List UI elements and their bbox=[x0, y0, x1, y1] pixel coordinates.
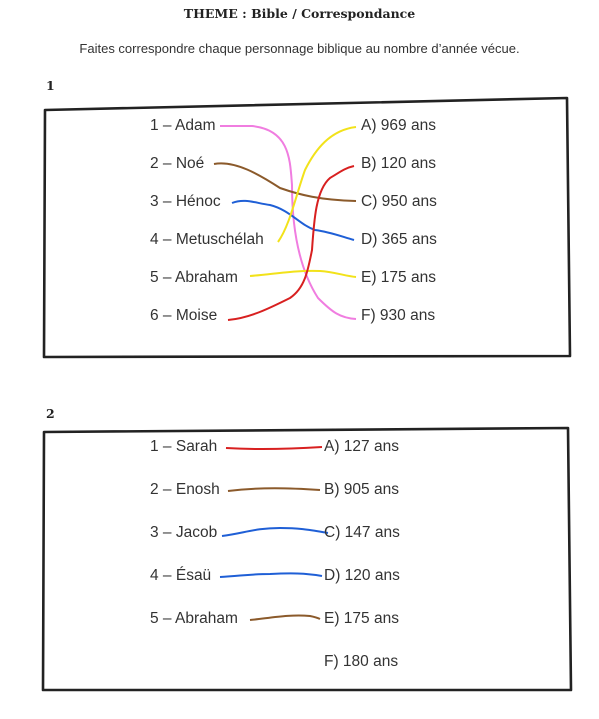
match-line-metuschelah-a bbox=[277, 126, 357, 243]
section-1-frame bbox=[42, 96, 572, 359]
instruction-text: Faites correspondre chaque personnage bi… bbox=[79, 41, 520, 56]
s2-right-item-c: C) 147 ans bbox=[324, 524, 400, 541]
section-2-number: 2 bbox=[46, 406, 55, 421]
s1-left-item-2: 2 – Noé bbox=[150, 155, 205, 172]
match-line-moise-b bbox=[227, 165, 355, 321]
s2-right-item-b: B) 905 ans bbox=[324, 481, 399, 498]
s1-left-item-3: 3 – Hénoc bbox=[150, 193, 221, 210]
match-line-abraham-e-2 bbox=[249, 614, 321, 621]
s2-right-item-e: E) 175 ans bbox=[324, 610, 399, 627]
match-line-sarah-a bbox=[225, 446, 323, 451]
match-line-esau-d bbox=[219, 572, 323, 578]
s1-right-item-e: E) 175 ans bbox=[361, 269, 436, 286]
s2-left-item-5: 5 – Abraham bbox=[150, 610, 238, 627]
match-line-abraham-e bbox=[249, 269, 357, 278]
match-line-henoc-d bbox=[231, 199, 355, 241]
match-line-noe-c bbox=[213, 162, 357, 202]
s2-left-item-3: 3 – Jacob bbox=[150, 524, 218, 541]
match-line-adam-f bbox=[220, 125, 357, 320]
match-line-jacob-c bbox=[221, 526, 329, 537]
s1-right-item-c: C) 950 ans bbox=[361, 193, 437, 210]
s2-left-item-4: 4 – Ésaü bbox=[150, 567, 212, 584]
section-1-number: 1 bbox=[46, 78, 55, 93]
match-line-enosh-b bbox=[227, 487, 321, 492]
s1-left-item-1: 1 – Adam bbox=[150, 117, 216, 134]
s2-right-item-a: A) 127 ans bbox=[324, 438, 399, 455]
section-2-frame bbox=[41, 426, 573, 692]
s1-left-item-6: 6 – Moise bbox=[150, 307, 218, 324]
s2-left-item-1: 1 – Sarah bbox=[150, 438, 218, 455]
s2-left-item-2: 2 – Enosh bbox=[150, 481, 220, 498]
s1-right-item-d: D) 365 ans bbox=[361, 231, 437, 248]
s1-right-item-f: F) 930 ans bbox=[361, 307, 436, 324]
s1-left-item-5: 5 – Abraham bbox=[150, 269, 238, 286]
worksheet-title: THEME : Bible / Correspondance bbox=[183, 6, 416, 21]
s1-left-item-4: 4 – Metuschélah bbox=[150, 231, 264, 248]
s1-right-item-b: B) 120 ans bbox=[361, 155, 436, 172]
s2-right-item-f: F) 180 ans bbox=[324, 653, 399, 670]
s1-right-item-a: A) 969 ans bbox=[361, 117, 436, 134]
s2-right-item-d: D) 120 ans bbox=[324, 567, 400, 584]
